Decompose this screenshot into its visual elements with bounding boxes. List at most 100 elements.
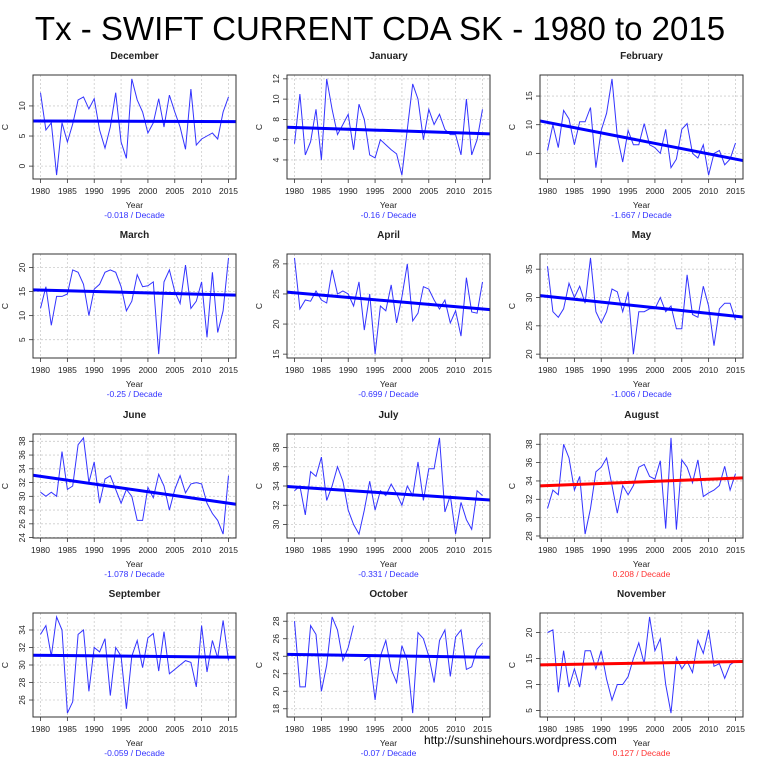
x-tick-label: 2005	[419, 186, 438, 196]
plot-frame	[32, 433, 237, 539]
plot-frame	[539, 253, 744, 359]
x-tick-label: 2000	[645, 545, 664, 555]
x-tick-label: 2005	[672, 365, 691, 375]
panel-july: July 1980 1985 1990 1995 2000 2005 2010 2015 30 32…	[254, 410, 492, 579]
y-tick-label: 26	[271, 634, 281, 644]
x-tick-label: 2010	[446, 186, 465, 196]
plot-frame	[32, 74, 237, 180]
x-tick-label: 2015	[473, 724, 492, 734]
x-axis-label: Year	[633, 200, 650, 210]
x-tick-label: 2005	[672, 186, 691, 196]
x-tick-label: 1995	[112, 724, 131, 734]
x-tick-label: 2005	[419, 724, 438, 734]
trend-per-decade-label: -1.078 / Decade	[104, 569, 165, 579]
x-tick-label: 2005	[672, 724, 691, 734]
x-tick-label: 1995	[112, 545, 131, 555]
trend-per-decade-label: -0.16 / Decade	[361, 210, 417, 220]
x-tick-label: 2010	[699, 186, 718, 196]
trend-line	[32, 119, 237, 124]
trend-line	[539, 119, 744, 163]
x-tick-label: 1990	[85, 186, 104, 196]
data-series-line	[294, 437, 483, 536]
panel-september: September 1980 1985 1990 1995 2000 2005 2010 201…	[0, 589, 238, 758]
plot-frame	[286, 433, 491, 539]
trend-per-decade-label: 0.208 / Decade	[613, 569, 671, 579]
panel-title: July	[378, 410, 398, 421]
x-axis-label: Year	[380, 559, 397, 569]
y-tick-label: 10	[271, 94, 281, 104]
x-tick-label: 1985	[565, 724, 584, 734]
x-tick-label: 2005	[672, 545, 691, 555]
y-tick-label: 38	[271, 442, 281, 452]
y-tick-label: 34	[17, 464, 27, 474]
x-tick-label: 2010	[192, 545, 211, 555]
y-tick-label: 32	[524, 494, 534, 504]
x-tick-label: 1985	[565, 365, 584, 375]
y-tick-label: 30	[17, 491, 27, 501]
y-tick-label: 20	[524, 627, 534, 637]
y-tick-label: 20	[271, 319, 281, 329]
y-axis-label: C	[507, 124, 517, 130]
x-tick-label: 1990	[592, 186, 611, 196]
x-tick-label: 1985	[58, 724, 77, 734]
panel-title: October	[369, 589, 407, 600]
plot-frame	[286, 74, 491, 180]
y-tick-label: 30	[271, 259, 281, 269]
data-series-line	[40, 78, 229, 176]
trend-line	[286, 484, 491, 502]
y-tick-label: 36	[17, 450, 27, 460]
x-tick-label: 1990	[339, 545, 358, 555]
x-tick-label: 2005	[419, 365, 438, 375]
x-tick-label: 1980	[31, 186, 50, 196]
panel-title: February	[620, 51, 663, 62]
y-tick-label: 20	[271, 686, 281, 696]
y-tick-label: 38	[524, 439, 534, 449]
x-tick-label: 1980	[285, 724, 304, 734]
panel-title: April	[377, 230, 400, 241]
x-tick-label: 1995	[619, 365, 638, 375]
y-tick-label: 6	[271, 137, 281, 142]
x-tick-label: 1980	[285, 545, 304, 555]
y-axis-label: C	[507, 483, 517, 489]
plot-frame	[286, 612, 491, 718]
plot-frame	[32, 612, 237, 718]
y-axis-label: C	[254, 483, 264, 489]
y-tick-label: 5	[524, 708, 534, 713]
x-tick-label: 1985	[565, 545, 584, 555]
y-tick-label: 15	[524, 91, 534, 101]
x-tick-label: 1990	[85, 365, 104, 375]
x-tick-label: 2015	[726, 724, 745, 734]
x-axis-label: Year	[633, 559, 650, 569]
x-axis-label: Year	[380, 200, 397, 210]
y-tick-label: 34	[271, 481, 281, 491]
y-tick-label: 12	[271, 74, 281, 84]
y-tick-label: 35	[524, 264, 534, 274]
y-tick-label: 34	[17, 625, 27, 635]
trend-per-decade-label: 0.127 / Decade	[613, 748, 671, 758]
y-tick-label: 24	[17, 533, 27, 543]
x-tick-label: 1990	[85, 545, 104, 555]
trend-per-decade-label: -0.331 / Decade	[358, 569, 419, 579]
trend-per-decade-label: -0.699 / Decade	[358, 389, 419, 399]
x-tick-label: 1985	[312, 545, 331, 555]
y-tick-label: 36	[271, 462, 281, 472]
trend-line	[539, 476, 744, 488]
y-tick-label: 38	[17, 436, 27, 446]
x-tick-label: 2015	[219, 545, 238, 555]
x-axis-label: Year	[380, 379, 397, 389]
x-axis-label: Year	[126, 738, 143, 748]
y-tick-label: 15	[271, 349, 281, 359]
x-tick-label: 2000	[392, 545, 411, 555]
y-axis-label: C	[507, 303, 517, 309]
trend-per-decade-label: -1.667 / Decade	[611, 210, 672, 220]
x-tick-label: 1990	[592, 724, 611, 734]
y-tick-label: 36	[524, 458, 534, 468]
x-tick-label: 2015	[219, 724, 238, 734]
x-tick-label: 2015	[473, 365, 492, 375]
x-axis-label: Year	[126, 200, 143, 210]
y-tick-label: 30	[271, 520, 281, 530]
x-tick-label: 2000	[138, 545, 157, 555]
panel-april: April 1980 1985 1990 1995 2000 2005 2010 2015 15 2…	[254, 230, 492, 399]
trend-line	[286, 125, 491, 136]
